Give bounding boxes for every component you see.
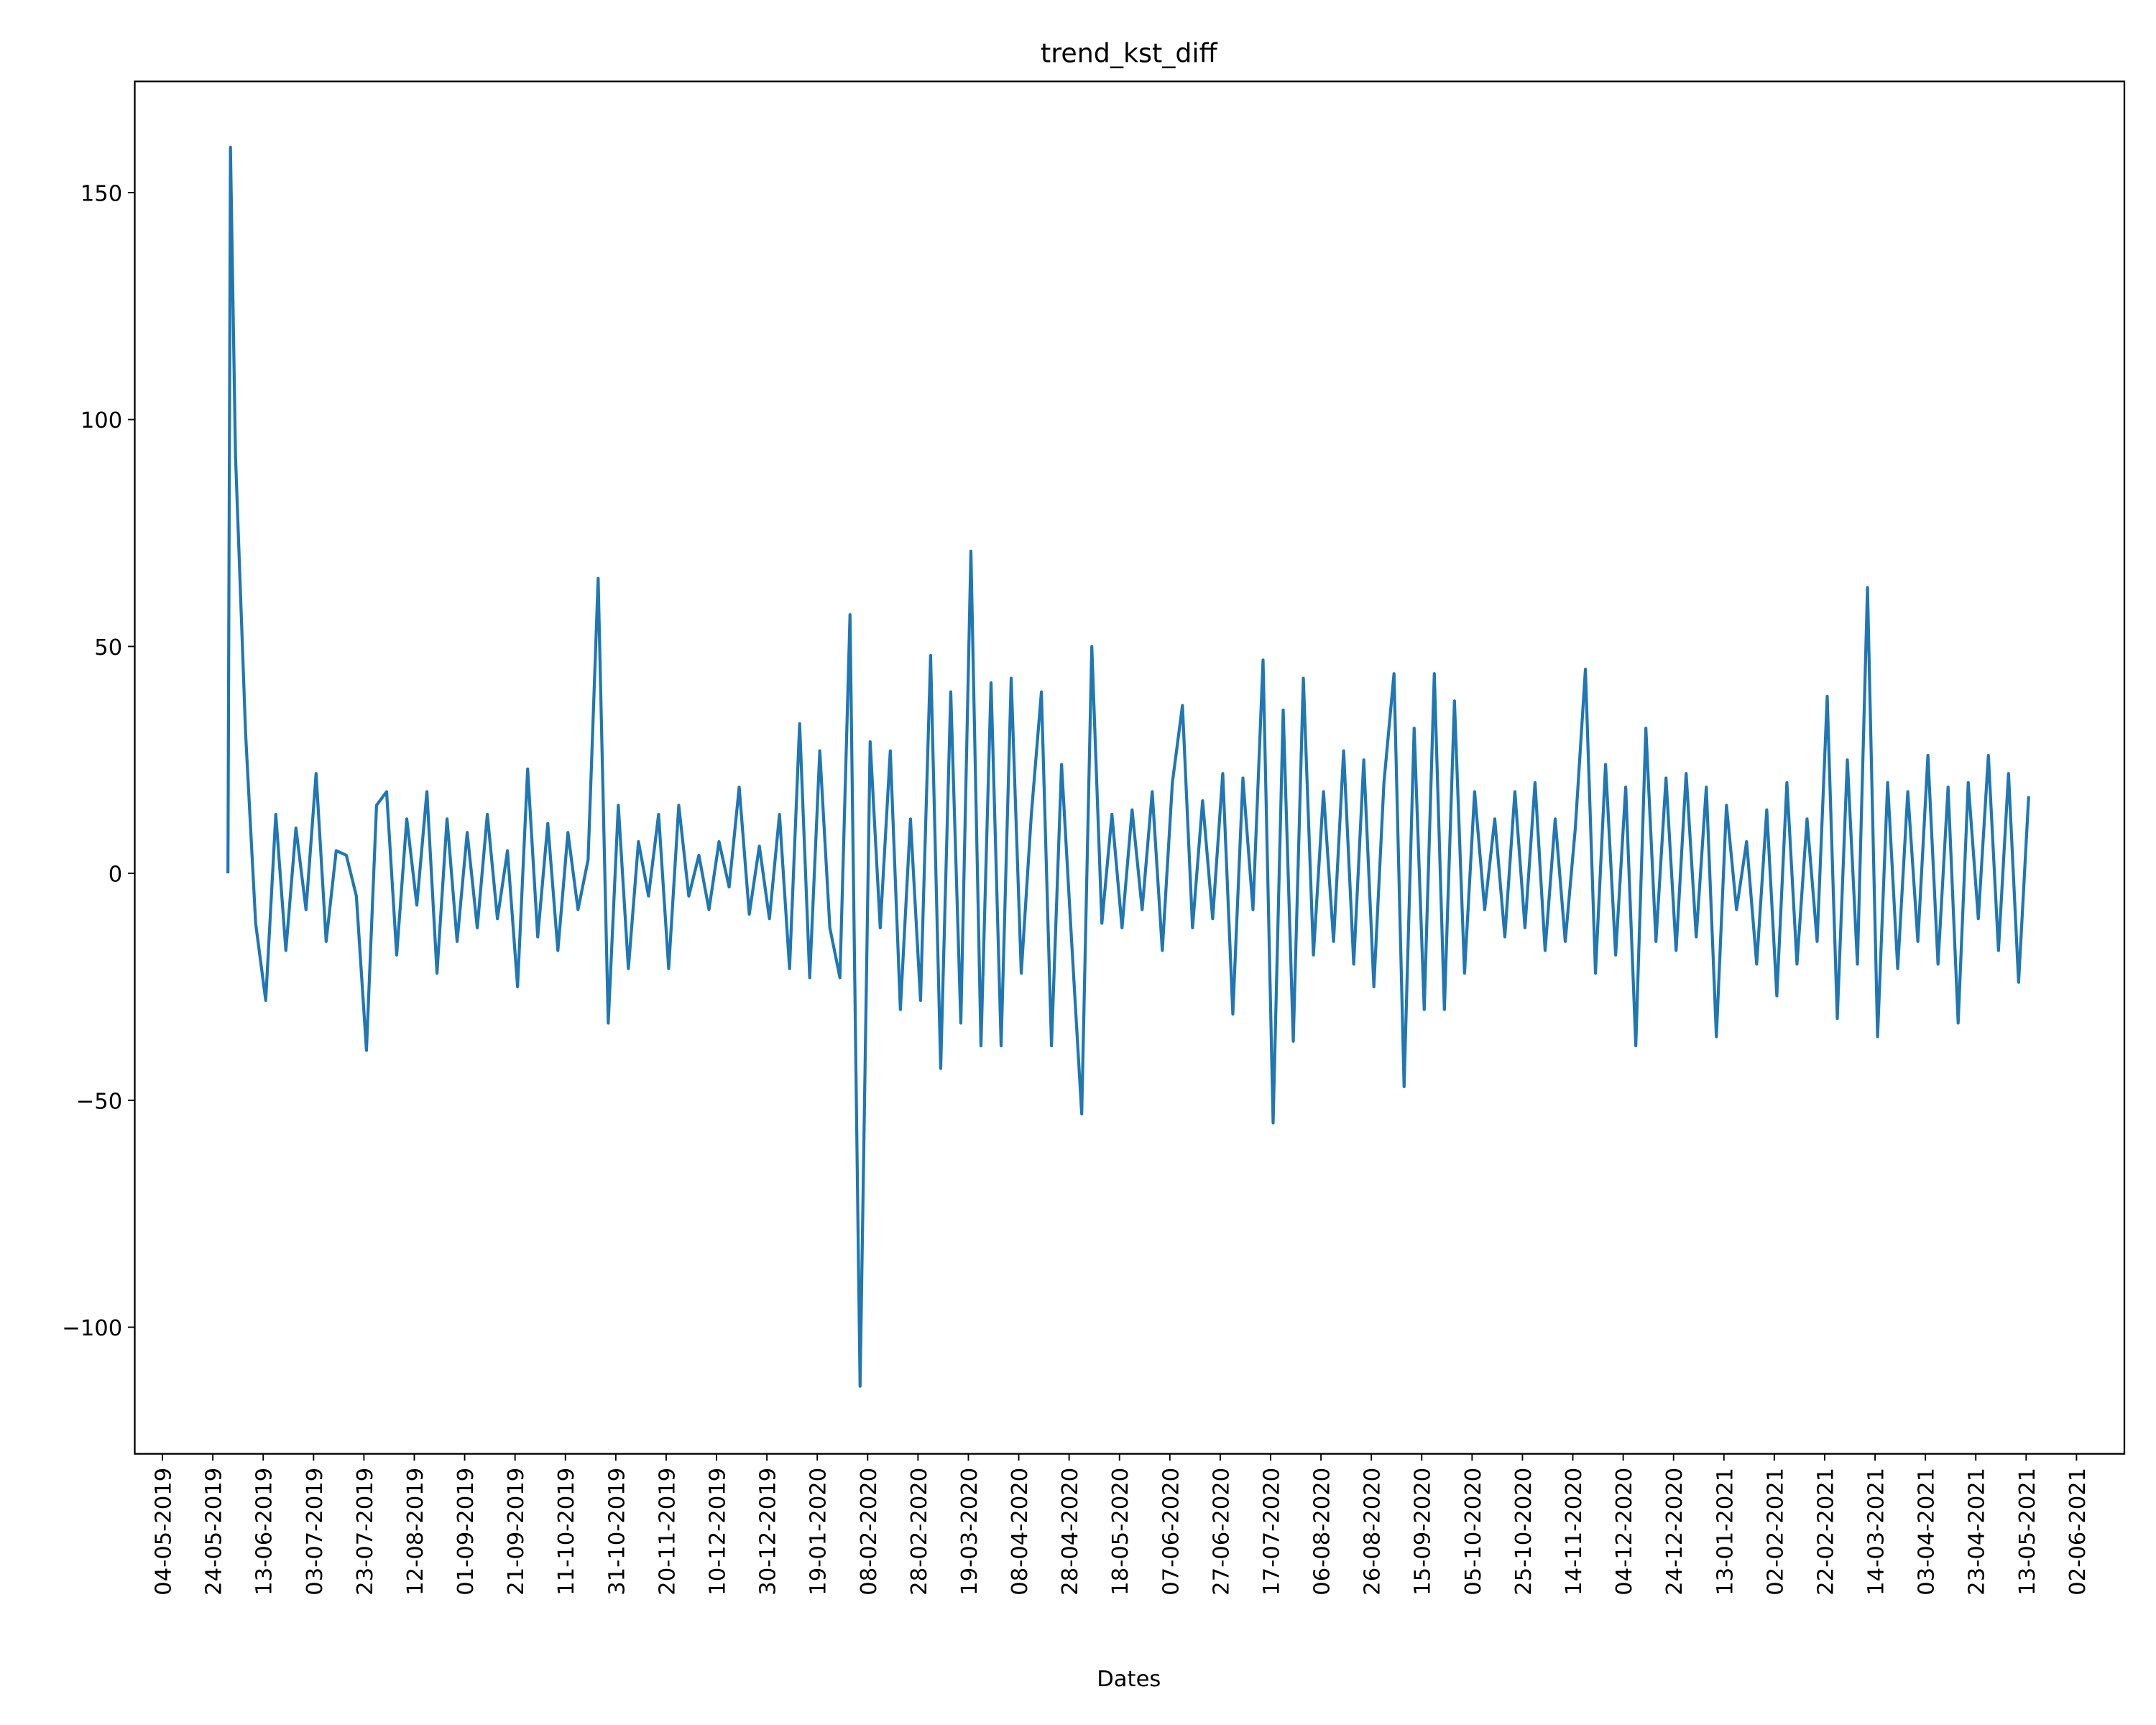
y-tick-label: 150 — [80, 181, 122, 206]
y-tick-label: −100 — [62, 1316, 122, 1341]
y-tick-label: 100 — [80, 408, 122, 433]
x-tick-label: 28-02-2020 — [907, 1468, 932, 1596]
x-tick-label: 25-10-2020 — [1511, 1468, 1537, 1596]
x-tick-label: 08-04-2020 — [1008, 1468, 1033, 1596]
y-tick-label: −50 — [76, 1089, 123, 1114]
x-tick-label: 08-02-2020 — [857, 1468, 882, 1596]
x-tick-label: 17-07-2020 — [1259, 1468, 1284, 1596]
x-tick-label: 04-05-2019 — [152, 1468, 177, 1596]
x-tick-label: 07-06-2020 — [1158, 1468, 1184, 1596]
x-tick-label: 24-05-2019 — [202, 1468, 227, 1596]
x-tick-label: 02-06-2021 — [2065, 1468, 2091, 1596]
x-tick-label: 03-04-2021 — [1915, 1468, 1940, 1596]
x-tick-label: 22-02-2021 — [1813, 1468, 1838, 1596]
x-tick-label: 15-09-2020 — [1411, 1468, 1436, 1596]
x-tick-label: 19-01-2020 — [806, 1468, 831, 1596]
x-tick-label: 20-11-2019 — [655, 1468, 680, 1596]
x-tick-label: 31-10-2019 — [604, 1468, 630, 1596]
x-tick-label: 23-04-2021 — [1965, 1468, 1990, 1596]
x-tick-label: 27-06-2020 — [1209, 1468, 1234, 1596]
x-tick-label: 19-03-2020 — [957, 1468, 982, 1596]
x-tick-label: 30-12-2019 — [756, 1468, 781, 1596]
x-tick-label: 14-11-2020 — [1562, 1468, 1587, 1596]
x-tick-label: 18-05-2020 — [1108, 1468, 1133, 1596]
x-tick-label: 04-12-2020 — [1612, 1468, 1637, 1596]
x-tick-label: 11-10-2019 — [554, 1468, 579, 1596]
x-tick-label: 03-07-2019 — [303, 1468, 328, 1596]
x-tick-label: 24-12-2020 — [1662, 1468, 1687, 1596]
x-tick-label: 14-03-2021 — [1864, 1468, 1889, 1596]
x-tick-label: 10-12-2019 — [706, 1468, 731, 1596]
chart-title: trend_kst_diff — [1041, 37, 1218, 68]
data-line — [226, 145, 2030, 1388]
x-tick-label: 13-05-2021 — [2015, 1468, 2040, 1596]
x-axis-label: Dates — [1097, 1667, 1161, 1692]
y-tick-label: 50 — [94, 635, 122, 661]
x-tick-label: 21-09-2019 — [504, 1468, 529, 1596]
x-tick-label: 06-08-2020 — [1310, 1468, 1335, 1596]
x-tick-label: 28-04-2020 — [1058, 1468, 1083, 1596]
x-tick-label: 02-02-2021 — [1763, 1468, 1788, 1596]
y-tick-label: 0 — [109, 862, 122, 888]
x-tick-label: 26-08-2020 — [1360, 1468, 1386, 1596]
plot-frame — [134, 80, 2126, 1455]
x-tick-label: 23-07-2019 — [353, 1468, 378, 1596]
x-tick-label: 01-09-2019 — [453, 1468, 479, 1596]
x-tick-label: 13-01-2021 — [1713, 1468, 1738, 1596]
x-tick-label: 13-06-2019 — [252, 1468, 277, 1596]
x-tick-label: 12-08-2019 — [403, 1468, 428, 1596]
x-tick-label: 05-10-2020 — [1461, 1468, 1486, 1596]
